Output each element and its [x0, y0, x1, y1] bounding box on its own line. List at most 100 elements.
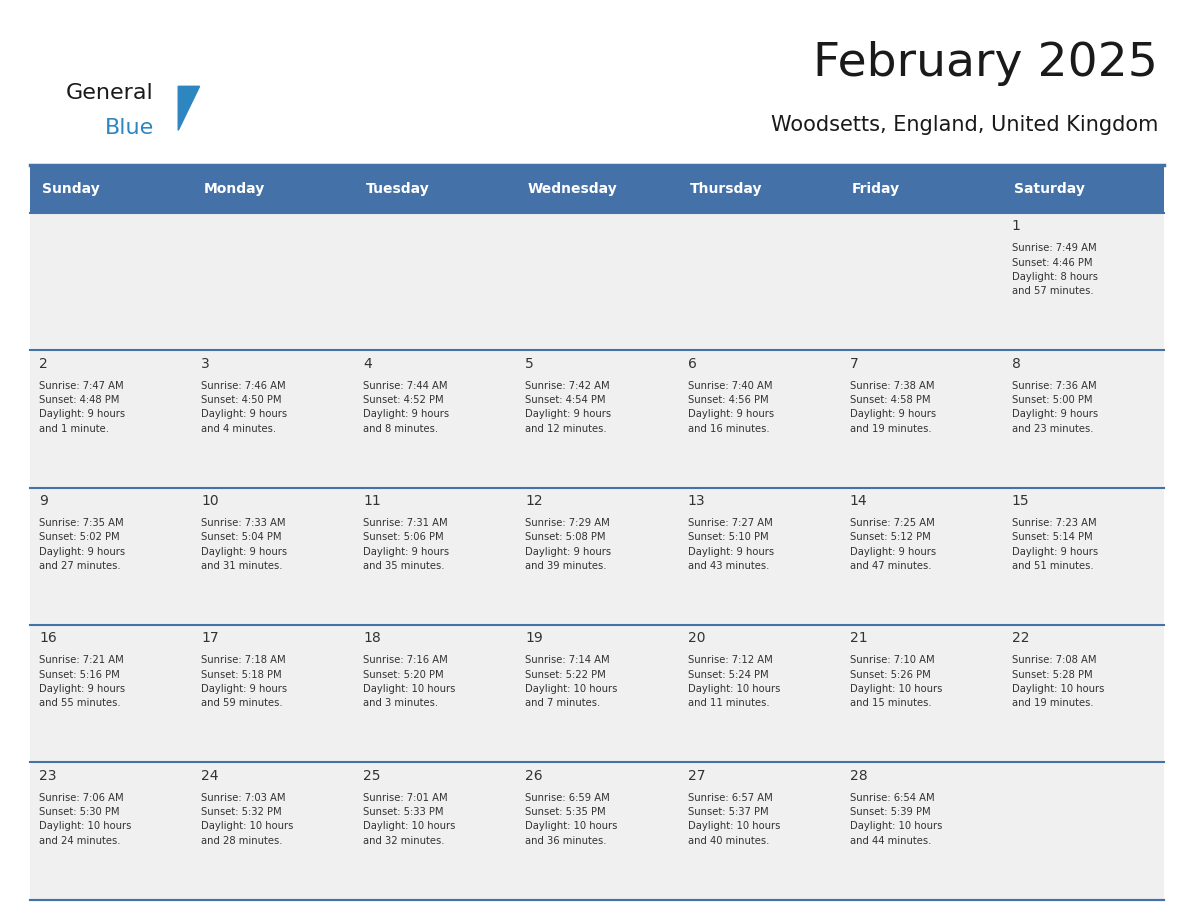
Text: Sunrise: 7:03 AM
Sunset: 5:32 PM
Daylight: 10 hours
and 28 minutes.: Sunrise: 7:03 AM Sunset: 5:32 PM Dayligh…: [201, 792, 293, 845]
Text: 13: 13: [688, 494, 706, 508]
Text: Sunrise: 6:57 AM
Sunset: 5:37 PM
Daylight: 10 hours
and 40 minutes.: Sunrise: 6:57 AM Sunset: 5:37 PM Dayligh…: [688, 792, 779, 845]
Bar: [840, 625, 1003, 762]
Text: Blue: Blue: [105, 118, 153, 138]
Text: General: General: [65, 83, 153, 103]
Bar: [30, 213, 191, 351]
Text: 4: 4: [364, 357, 372, 371]
Text: 5: 5: [525, 357, 535, 371]
Text: Sunrise: 6:54 AM
Sunset: 5:39 PM
Daylight: 10 hours
and 44 minutes.: Sunrise: 6:54 AM Sunset: 5:39 PM Dayligh…: [849, 792, 942, 845]
Text: 28: 28: [849, 768, 867, 783]
Bar: [516, 762, 678, 900]
Bar: [1003, 625, 1164, 762]
Bar: [191, 213, 354, 351]
Text: 20: 20: [688, 632, 704, 645]
Text: Sunrise: 7:10 AM
Sunset: 5:26 PM
Daylight: 10 hours
and 15 minutes.: Sunrise: 7:10 AM Sunset: 5:26 PM Dayligh…: [849, 655, 942, 709]
Bar: [678, 213, 840, 351]
Bar: [1003, 762, 1164, 900]
Bar: [516, 625, 678, 762]
Text: Sunrise: 7:16 AM
Sunset: 5:20 PM
Daylight: 10 hours
and 3 minutes.: Sunrise: 7:16 AM Sunset: 5:20 PM Dayligh…: [364, 655, 456, 709]
Bar: [840, 487, 1003, 625]
Bar: [354, 762, 516, 900]
Bar: [191, 762, 354, 900]
Bar: [354, 487, 516, 625]
Text: 8: 8: [1012, 357, 1020, 371]
Text: 19: 19: [525, 632, 543, 645]
Text: 18: 18: [364, 632, 381, 645]
Text: Sunrise: 7:33 AM
Sunset: 5:04 PM
Daylight: 9 hours
and 31 minutes.: Sunrise: 7:33 AM Sunset: 5:04 PM Dayligh…: [201, 518, 287, 571]
Bar: [516, 487, 678, 625]
Text: Sunrise: 7:46 AM
Sunset: 4:50 PM
Daylight: 9 hours
and 4 minutes.: Sunrise: 7:46 AM Sunset: 4:50 PM Dayligh…: [201, 381, 287, 434]
Bar: [191, 351, 354, 487]
Text: 27: 27: [688, 768, 704, 783]
Text: Sunrise: 7:31 AM
Sunset: 5:06 PM
Daylight: 9 hours
and 35 minutes.: Sunrise: 7:31 AM Sunset: 5:06 PM Dayligh…: [364, 518, 449, 571]
Bar: [678, 487, 840, 625]
Text: 2: 2: [39, 357, 48, 371]
Text: Monday: Monday: [203, 182, 265, 196]
Text: Sunrise: 7:18 AM
Sunset: 5:18 PM
Daylight: 9 hours
and 59 minutes.: Sunrise: 7:18 AM Sunset: 5:18 PM Dayligh…: [201, 655, 287, 709]
Bar: [30, 487, 191, 625]
Text: Sunrise: 7:44 AM
Sunset: 4:52 PM
Daylight: 9 hours
and 8 minutes.: Sunrise: 7:44 AM Sunset: 4:52 PM Dayligh…: [364, 381, 449, 434]
Text: 14: 14: [849, 494, 867, 508]
Bar: [678, 351, 840, 487]
Text: Sunrise: 7:06 AM
Sunset: 5:30 PM
Daylight: 10 hours
and 24 minutes.: Sunrise: 7:06 AM Sunset: 5:30 PM Dayligh…: [39, 792, 132, 845]
Text: 9: 9: [39, 494, 48, 508]
Bar: [354, 351, 516, 487]
Bar: [516, 213, 678, 351]
Bar: [516, 165, 678, 213]
Bar: [516, 351, 678, 487]
Text: Sunrise: 7:08 AM
Sunset: 5:28 PM
Daylight: 10 hours
and 19 minutes.: Sunrise: 7:08 AM Sunset: 5:28 PM Dayligh…: [1012, 655, 1104, 709]
Text: Sunrise: 7:12 AM
Sunset: 5:24 PM
Daylight: 10 hours
and 11 minutes.: Sunrise: 7:12 AM Sunset: 5:24 PM Dayligh…: [688, 655, 779, 709]
Text: 12: 12: [525, 494, 543, 508]
Text: Sunrise: 7:01 AM
Sunset: 5:33 PM
Daylight: 10 hours
and 32 minutes.: Sunrise: 7:01 AM Sunset: 5:33 PM Dayligh…: [364, 792, 456, 845]
Text: February 2025: February 2025: [814, 41, 1158, 86]
Bar: [678, 625, 840, 762]
Bar: [840, 213, 1003, 351]
Bar: [1003, 213, 1164, 351]
Bar: [30, 762, 191, 900]
Text: 7: 7: [849, 357, 859, 371]
Text: Woodsetts, England, United Kingdom: Woodsetts, England, United Kingdom: [771, 115, 1158, 135]
Text: 15: 15: [1012, 494, 1029, 508]
Text: 16: 16: [39, 632, 57, 645]
Bar: [840, 351, 1003, 487]
Text: Sunrise: 7:25 AM
Sunset: 5:12 PM
Daylight: 9 hours
and 47 minutes.: Sunrise: 7:25 AM Sunset: 5:12 PM Dayligh…: [849, 518, 936, 571]
Text: Sunrise: 7:23 AM
Sunset: 5:14 PM
Daylight: 9 hours
and 51 minutes.: Sunrise: 7:23 AM Sunset: 5:14 PM Dayligh…: [1012, 518, 1098, 571]
Bar: [191, 625, 354, 762]
Bar: [678, 165, 840, 213]
Text: 11: 11: [364, 494, 381, 508]
Text: Friday: Friday: [852, 182, 901, 196]
Polygon shape: [178, 86, 200, 130]
Text: 21: 21: [849, 632, 867, 645]
Text: Sunrise: 7:38 AM
Sunset: 4:58 PM
Daylight: 9 hours
and 19 minutes.: Sunrise: 7:38 AM Sunset: 4:58 PM Dayligh…: [849, 381, 936, 434]
Text: 26: 26: [525, 768, 543, 783]
Bar: [354, 213, 516, 351]
Text: Sunrise: 7:27 AM
Sunset: 5:10 PM
Daylight: 9 hours
and 43 minutes.: Sunrise: 7:27 AM Sunset: 5:10 PM Dayligh…: [688, 518, 773, 571]
Bar: [1003, 487, 1164, 625]
Text: Thursday: Thursday: [690, 182, 763, 196]
Bar: [191, 165, 354, 213]
Bar: [840, 762, 1003, 900]
Text: Sunrise: 7:36 AM
Sunset: 5:00 PM
Daylight: 9 hours
and 23 minutes.: Sunrise: 7:36 AM Sunset: 5:00 PM Dayligh…: [1012, 381, 1098, 434]
Text: 23: 23: [39, 768, 57, 783]
Bar: [354, 165, 516, 213]
Text: Sunrise: 7:47 AM
Sunset: 4:48 PM
Daylight: 9 hours
and 1 minute.: Sunrise: 7:47 AM Sunset: 4:48 PM Dayligh…: [39, 381, 125, 434]
Text: Sunrise: 7:42 AM
Sunset: 4:54 PM
Daylight: 9 hours
and 12 minutes.: Sunrise: 7:42 AM Sunset: 4:54 PM Dayligh…: [525, 381, 612, 434]
Text: Saturday: Saturday: [1015, 182, 1085, 196]
Text: Sunrise: 6:59 AM
Sunset: 5:35 PM
Daylight: 10 hours
and 36 minutes.: Sunrise: 6:59 AM Sunset: 5:35 PM Dayligh…: [525, 792, 618, 845]
Text: Sunrise: 7:35 AM
Sunset: 5:02 PM
Daylight: 9 hours
and 27 minutes.: Sunrise: 7:35 AM Sunset: 5:02 PM Dayligh…: [39, 518, 125, 571]
Bar: [191, 487, 354, 625]
Text: Sunrise: 7:40 AM
Sunset: 4:56 PM
Daylight: 9 hours
and 16 minutes.: Sunrise: 7:40 AM Sunset: 4:56 PM Dayligh…: [688, 381, 773, 434]
Text: Wednesday: Wednesday: [527, 182, 618, 196]
Text: Sunrise: 7:14 AM
Sunset: 5:22 PM
Daylight: 10 hours
and 7 minutes.: Sunrise: 7:14 AM Sunset: 5:22 PM Dayligh…: [525, 655, 618, 709]
Bar: [1003, 165, 1164, 213]
Text: 17: 17: [201, 632, 219, 645]
Text: Sunrise: 7:29 AM
Sunset: 5:08 PM
Daylight: 9 hours
and 39 minutes.: Sunrise: 7:29 AM Sunset: 5:08 PM Dayligh…: [525, 518, 612, 571]
Bar: [1003, 351, 1164, 487]
Text: Sunday: Sunday: [42, 182, 100, 196]
Text: 3: 3: [201, 357, 210, 371]
Text: 22: 22: [1012, 632, 1029, 645]
Bar: [354, 625, 516, 762]
Text: 25: 25: [364, 768, 381, 783]
Bar: [30, 351, 191, 487]
Text: 6: 6: [688, 357, 696, 371]
